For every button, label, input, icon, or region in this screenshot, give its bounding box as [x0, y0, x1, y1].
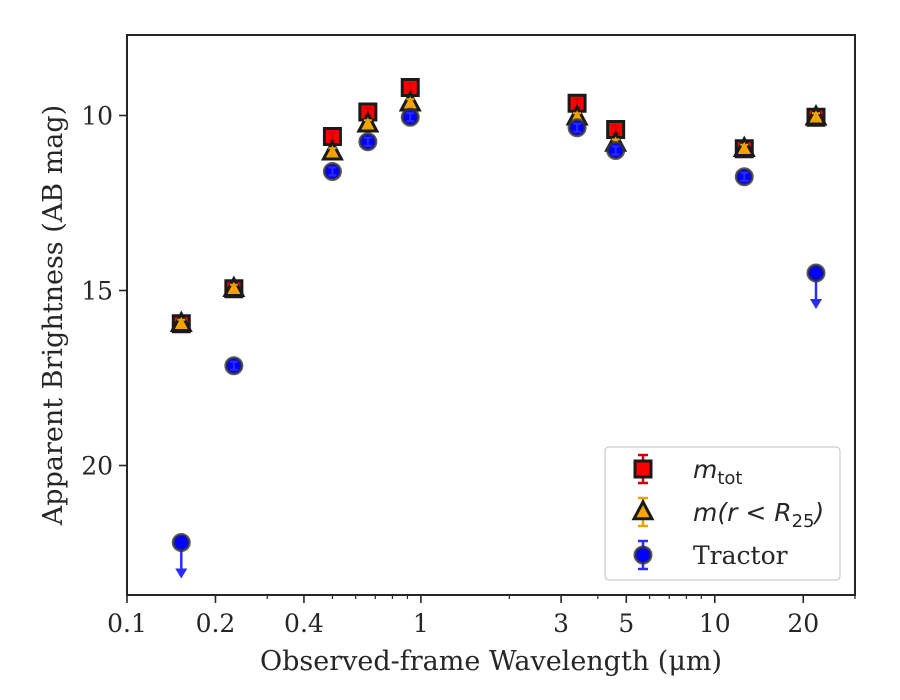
x-tick-label: 1 [413, 609, 429, 638]
x-tick-label: 10 [699, 609, 731, 638]
legend-label: m(r < R25) [693, 498, 824, 532]
x-axis: 0.1 0.2 0.4 1 3 5 10 20 [107, 595, 856, 638]
y-axis: 10 15 20 [81, 102, 127, 481]
legend-entry-tractor: Tractor [633, 539, 788, 571]
x-tick-label: 20 [787, 609, 819, 638]
series-tractor [171, 107, 826, 579]
chart-marks [169, 78, 828, 579]
plot-frame [126, 34, 856, 596]
data-point [171, 533, 191, 552]
legend-label: mtot [693, 455, 743, 489]
y-axis-label: Apparent Brightness (AB mag) [38, 105, 69, 526]
upper-limit-arrowhead [809, 299, 822, 309]
legend-box [604, 446, 841, 581]
x-tick-label: 0.4 [284, 609, 324, 638]
series-m-r-r-25 [169, 90, 828, 333]
upper-limit-arrowhead [175, 568, 188, 579]
y-tick-label: 20 [81, 452, 113, 481]
x-tick-label: 0.2 [196, 609, 236, 638]
x-axis-label: Observed-frame Wavelength (μm) [260, 646, 722, 677]
y-tick-label: 15 [81, 277, 113, 306]
x-tick-label: 5 [618, 609, 634, 638]
legend-entry-m-r-r-25: m(r < R25) [631, 496, 824, 532]
y-tick-label: 10 [81, 102, 113, 131]
x-tick-label: 3 [553, 609, 569, 638]
legend-marker [633, 545, 653, 565]
x-tick-label: 0.1 [107, 609, 147, 638]
data-point [806, 263, 826, 283]
legend-entry-m-tot: mtot [633, 453, 743, 489]
series-m-tot [171, 78, 826, 334]
legend-marker [631, 498, 655, 521]
legend: mtot m(r < R25) Tractor [604, 446, 841, 581]
legend-marker [633, 459, 653, 479]
legend-label: Tractor [693, 541, 788, 570]
